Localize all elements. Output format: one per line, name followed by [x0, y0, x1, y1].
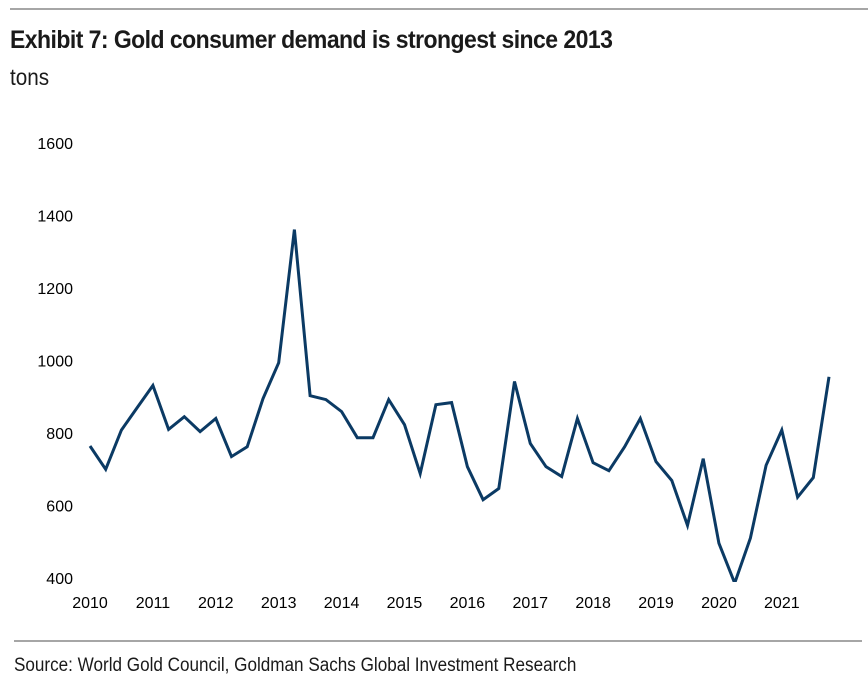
- data-point: [167, 427, 171, 431]
- data-point: [308, 394, 312, 398]
- series-layer: [88, 228, 831, 585]
- x-tick-label: 2015: [387, 595, 423, 612]
- data-point: [717, 541, 721, 545]
- x-tick-label: 2019: [638, 595, 674, 612]
- data-point: [119, 428, 123, 432]
- x-tick-label: 2012: [198, 595, 234, 612]
- data-point: [371, 436, 375, 440]
- data-point: [670, 479, 674, 483]
- x-tick-label: 2010: [72, 595, 108, 612]
- series-line: [88, 229, 831, 582]
- data-point: [135, 406, 139, 410]
- data-point: [277, 361, 281, 365]
- x-tick-label: 2020: [701, 595, 737, 612]
- data-point: [513, 380, 517, 384]
- top-rule: [10, 8, 868, 10]
- data-point: [182, 415, 186, 419]
- data-point: [292, 228, 296, 232]
- data-point: [450, 401, 454, 405]
- data-point: [796, 495, 800, 499]
- data-point: [701, 457, 705, 461]
- data-point: [528, 442, 532, 446]
- data-point: [654, 460, 658, 464]
- bottom-rule: [14, 640, 862, 642]
- source-note: Source: World Gold Council, Goldman Sach…: [14, 655, 577, 676]
- data-point: [214, 417, 218, 421]
- x-tick-label: 2011: [136, 595, 171, 612]
- data-point: [355, 436, 359, 440]
- x-tick-label: 2021: [764, 595, 800, 612]
- data-point: [827, 375, 831, 379]
- data-point: [261, 397, 265, 401]
- data-point: [733, 581, 737, 585]
- data-point: [638, 417, 642, 421]
- y-tick-label: 400: [46, 571, 73, 588]
- y-tick-label: 1000: [37, 354, 73, 371]
- x-axis: 2010 2011 2012 2013 2014 2015 2016 2017 2018 2019…: [72, 595, 800, 612]
- chart-unit-label: tons: [10, 64, 50, 90]
- data-point: [88, 444, 92, 448]
- data-point: [497, 487, 501, 491]
- x-tick-label: 2016: [450, 595, 486, 612]
- data-point: [403, 423, 407, 427]
- y-tick-label: 1600: [37, 136, 73, 153]
- x-tick-label: 2017: [512, 595, 548, 612]
- y-axis: 400 600 800 1000 1200 1400 1600: [37, 136, 73, 588]
- data-point: [591, 461, 595, 465]
- chart-title: Exhibit 7: Gold consumer demand is stron…: [10, 26, 613, 54]
- data-point: [544, 465, 548, 469]
- y-tick-label: 1400: [37, 209, 73, 226]
- data-point: [387, 398, 391, 402]
- data-point: [623, 445, 627, 449]
- data-point: [198, 430, 202, 434]
- data-point: [230, 455, 234, 459]
- data-point: [686, 523, 690, 527]
- y-tick-label: 800: [46, 426, 73, 443]
- data-point: [434, 403, 438, 407]
- data-point: [418, 472, 422, 476]
- x-tick-label: 2018: [575, 595, 611, 612]
- data-point: [764, 463, 768, 467]
- y-tick-label: 1200: [37, 281, 73, 298]
- data-point: [245, 445, 249, 449]
- data-point: [104, 467, 108, 471]
- data-point: [748, 536, 752, 540]
- data-point: [575, 417, 579, 421]
- data-point: [340, 410, 344, 414]
- x-tick-label: 2013: [261, 595, 297, 612]
- x-tick-label: 2014: [324, 595, 360, 612]
- data-point: [560, 475, 564, 479]
- y-tick-label: 600: [46, 499, 73, 516]
- data-point: [151, 384, 155, 388]
- data-point: [465, 465, 469, 469]
- data-point: [811, 476, 815, 480]
- data-point: [780, 428, 784, 432]
- data-point: [481, 498, 485, 502]
- data-point: [607, 469, 611, 473]
- data-point: [324, 398, 328, 402]
